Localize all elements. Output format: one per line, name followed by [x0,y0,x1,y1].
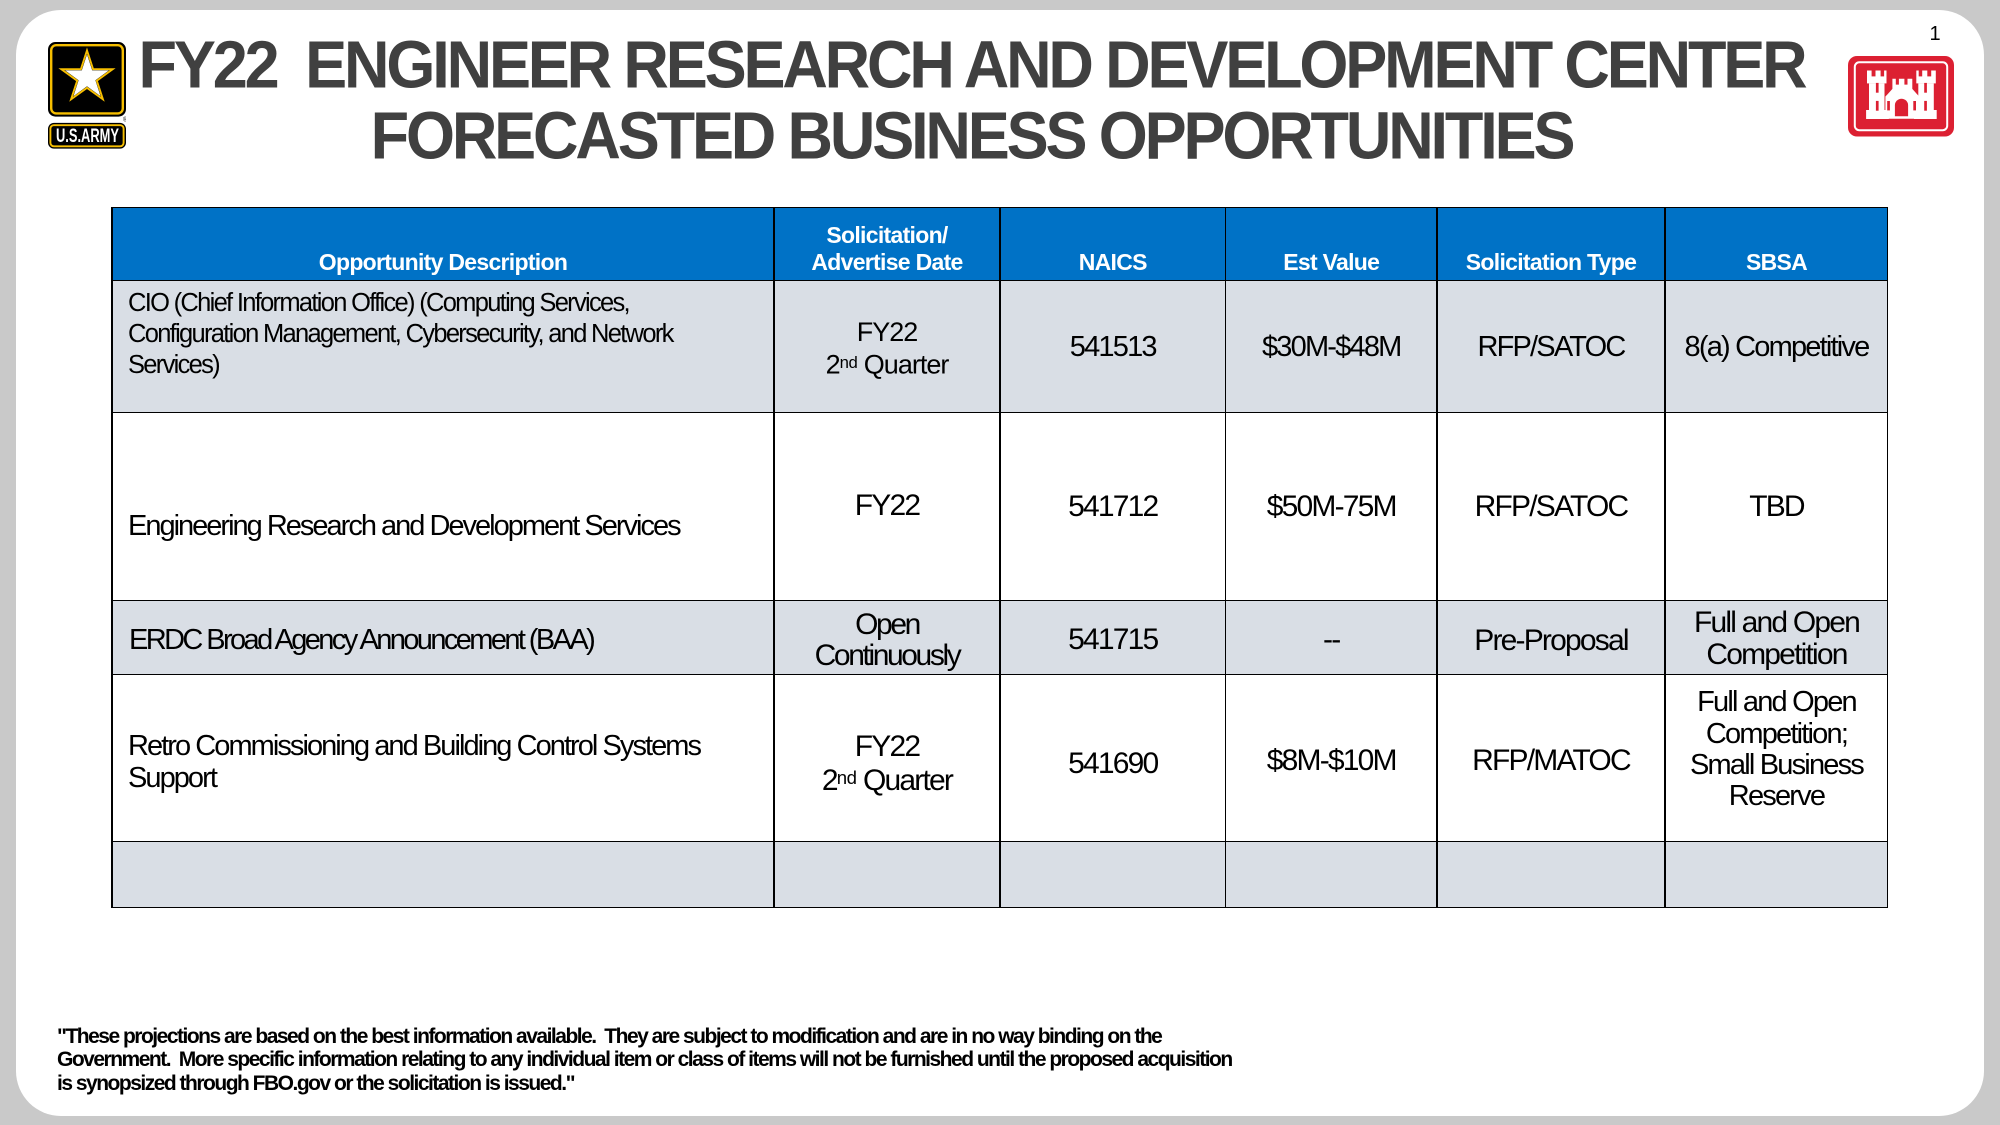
svg-text:U.S.ARMY: U.S.ARMY [56,125,119,147]
svg-text:®: ® [123,116,126,123]
